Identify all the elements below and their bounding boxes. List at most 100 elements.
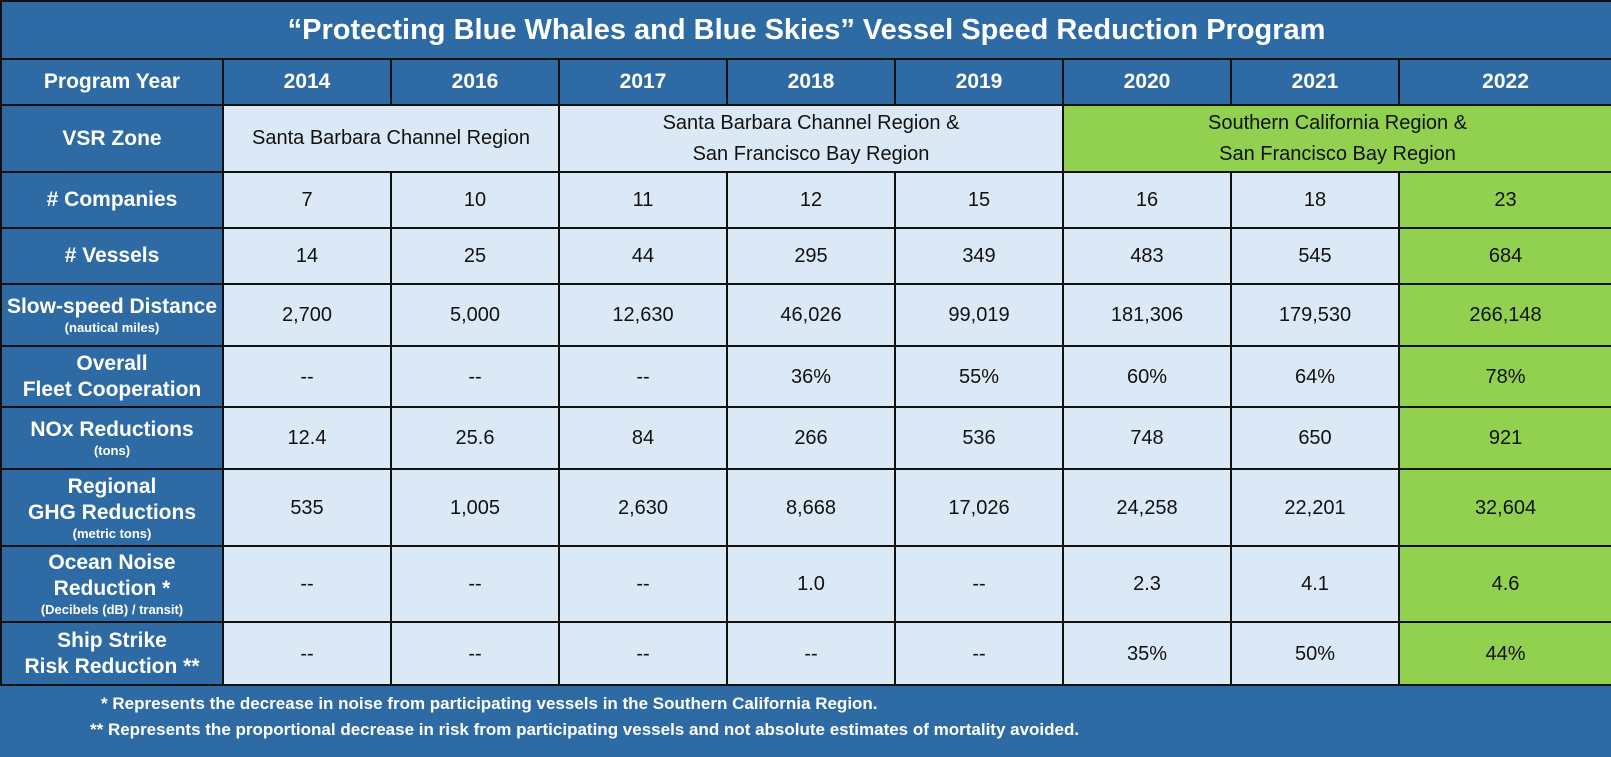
table-cell: -- — [894, 545, 1064, 623]
row-label-text: Ocean Noise — [48, 551, 176, 574]
table-cell: -- — [558, 621, 728, 686]
row-label: NOx Reductions (tons) — [0, 406, 224, 470]
year-header: 2021 — [1230, 58, 1400, 106]
table-cell: 14 — [222, 227, 392, 285]
table-row: # Vessels 14 25 44 295 349 483 545 684 — [0, 227, 1611, 285]
table-cell: 535 — [222, 468, 392, 547]
table-cell: 55% — [894, 345, 1064, 408]
table-cell: 483 — [1062, 227, 1232, 285]
table-cell: 46,026 — [726, 283, 896, 347]
table-cell: 35% — [1062, 621, 1232, 686]
row-label-text: NOx Reductions — [30, 418, 194, 441]
data-rows: # Companies 7 10 11 12 15 16 18 23 # Vessels 14 25 4… — [0, 171, 1611, 686]
table-cell: 921 — [1397, 406, 1611, 470]
zone-line: Santa Barbara Channel Region — [252, 127, 530, 149]
table-cell: 545 — [1230, 227, 1400, 285]
vsr-zone-label: VSR Zone — [0, 104, 224, 173]
year-header: 2016 — [390, 58, 560, 106]
table-cell: -- — [390, 545, 560, 623]
year-header: 2020 — [1062, 58, 1232, 106]
row-label-text: Fleet Cooperation — [22, 377, 202, 401]
table-cell: 295 — [726, 227, 896, 285]
footnotes: * Represents the decrease in noise from … — [0, 694, 1611, 757]
row-label: Ocean Noise Reduction * (Decibels (dB) / t… — [0, 545, 224, 623]
table-cell: 1,005 — [390, 468, 560, 547]
table-cell: -- — [558, 545, 728, 623]
row-label-unit: (metric tons) — [72, 525, 152, 541]
table-cell: 25.6 — [390, 406, 560, 470]
table-row: Ship Strike Risk Reduction ** -- -- -- -- -- 35… — [0, 621, 1611, 686]
table-cell: 1.0 — [726, 545, 896, 623]
year-header: 2018 — [726, 58, 896, 106]
table-cell: 684 — [1397, 227, 1611, 285]
table-cell: -- — [894, 621, 1064, 686]
table-cell: 18 — [1230, 171, 1400, 229]
table-cell: 349 — [894, 227, 1064, 285]
table-cell: -- — [390, 621, 560, 686]
row-label-text: Ship Strike — [57, 628, 167, 652]
footnote-noise: * Represents the decrease in noise from … — [101, 694, 878, 713]
row-label-text: Overall — [76, 351, 148, 375]
row-label: # Companies — [0, 171, 224, 229]
row-label: Ship Strike Risk Reduction ** — [0, 621, 224, 686]
program-year-header: Program Year — [0, 58, 224, 106]
table-cell: 36% — [726, 345, 896, 408]
row-label-text: # Vessels — [64, 244, 160, 267]
table-cell: 25 — [390, 227, 560, 285]
table-cell: 266,148 — [1397, 283, 1611, 347]
table-cell: 5,000 — [390, 283, 560, 347]
table-cell: 2.3 — [1062, 545, 1232, 623]
table-cell: -- — [222, 545, 392, 623]
table-cell: -- — [558, 345, 728, 408]
year-header: 2017 — [558, 58, 728, 106]
table-row: Ocean Noise Reduction * (Decibels (dB) / t… — [0, 545, 1611, 623]
table-row: Slow-speed Distance (nautical miles) 2,700… — [0, 283, 1611, 347]
table-cell: 16 — [1062, 171, 1232, 229]
table-cell: 44% — [1397, 621, 1611, 686]
table-cell: -- — [390, 345, 560, 408]
table-cell: 12,630 — [558, 283, 728, 347]
row-label-text: Regional — [67, 474, 157, 498]
zone-line: San Francisco Bay Region — [692, 142, 930, 165]
table-cell: -- — [222, 621, 392, 686]
table-row: Overall Fleet Cooperation -- -- -- 36% 55% 60% 6… — [0, 345, 1611, 408]
table-cell: 15 — [894, 171, 1064, 229]
row-label-unit: (Decibels (dB) / transit) — [40, 602, 184, 617]
vsr-program-table: “Protecting Blue Whales and Blue Skies” … — [0, 0, 1611, 686]
table-cell: 64% — [1230, 345, 1400, 408]
zone-line: Southern California Region & — [1208, 111, 1468, 134]
table-cell: 24,258 — [1062, 468, 1232, 547]
table-row: Regional GHG Reductions (metric tons) 535 1,… — [0, 468, 1611, 547]
row-label-text: Reduction * — [53, 577, 171, 600]
row-label: Overall Fleet Cooperation — [0, 345, 224, 408]
footnote-strike: ** Represents the proportional decrease … — [90, 720, 1080, 739]
table-cell: -- — [222, 345, 392, 408]
table-cell: 50% — [1230, 621, 1400, 686]
zone-group-santa-barbara: Santa Barbara Channel Region — [222, 104, 560, 173]
row-label-unit: (tons) — [93, 443, 131, 458]
table-row: # Companies 7 10 11 12 15 16 18 23 — [0, 171, 1611, 229]
table-cell: 22,201 — [1230, 468, 1400, 547]
zone-line: San Francisco Bay Region — [1219, 142, 1456, 165]
table-cell: 4.6 — [1397, 545, 1611, 623]
table-cell: 179,530 — [1230, 283, 1400, 347]
table-cell: 181,306 — [1062, 283, 1232, 347]
row-label-unit: (nautical miles) — [64, 320, 160, 335]
table-cell: 536 — [894, 406, 1064, 470]
row-label-text: Risk Reduction ** — [24, 654, 200, 678]
row-label-text: GHG Reductions — [27, 500, 196, 524]
zone-group-socal-sf: Southern California Region & San Francis… — [1061, 104, 1611, 173]
table-title: “Protecting Blue Whales and Blue Skies” … — [0, 0, 1611, 60]
table-cell: 12.4 — [222, 406, 392, 470]
year-header: 2014 — [222, 58, 392, 106]
table-cell: 10 — [390, 171, 560, 229]
table-cell: 650 — [1230, 406, 1400, 470]
row-label: # Vessels — [0, 227, 224, 285]
table-cell: 12 — [726, 171, 896, 229]
row-label: Regional GHG Reductions (metric tons) — [0, 468, 224, 547]
table-cell: 2,700 — [222, 283, 392, 347]
table-cell: 60% — [1062, 345, 1232, 408]
row-label-text: Slow-speed Distance — [6, 295, 218, 318]
table-row: NOx Reductions (tons) 12.4 25.6 84 266 536 748 6… — [0, 406, 1611, 470]
